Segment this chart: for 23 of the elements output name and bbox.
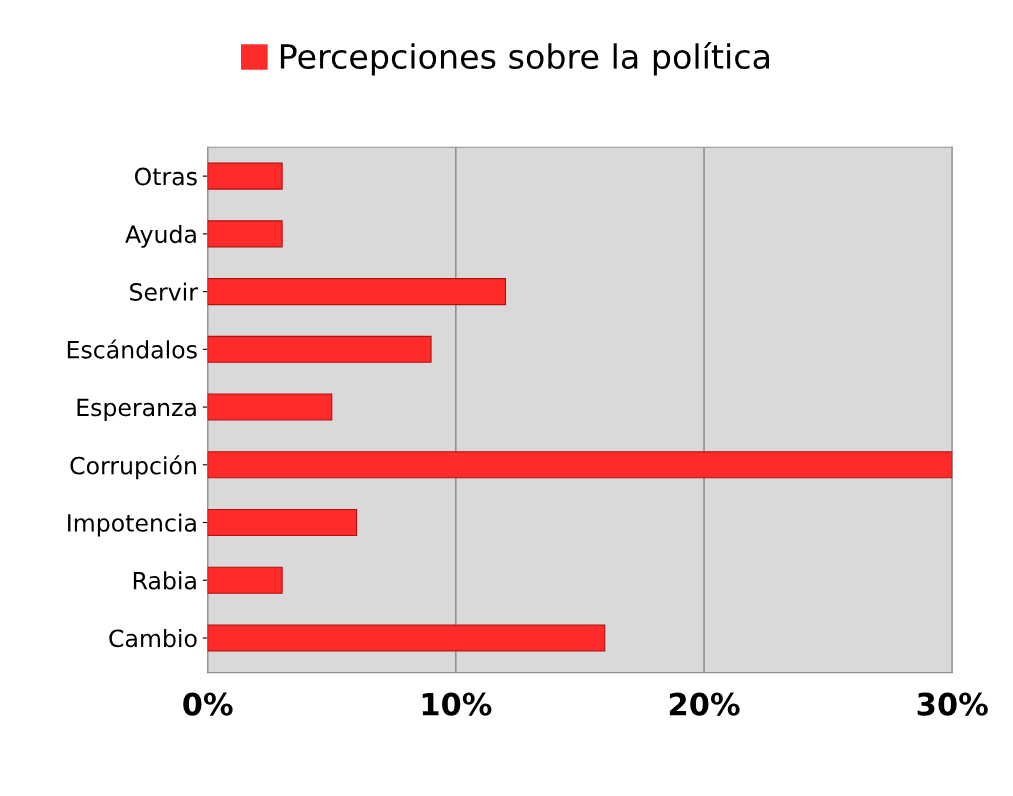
bar — [207, 451, 953, 479]
y-tick-label: Cambio — [109, 629, 197, 648]
x-tick-label: 0% — [183, 692, 233, 716]
bar — [207, 162, 283, 190]
y-tick-label: Esperanza — [77, 398, 196, 421]
y-tick-label: Rabia — [133, 571, 196, 590]
bar — [207, 220, 283, 248]
bar — [207, 335, 432, 363]
bar — [207, 393, 333, 421]
x-tick-label: 10% — [422, 692, 492, 716]
bar — [207, 624, 606, 652]
bar — [207, 278, 507, 306]
bar — [207, 566, 283, 594]
y-tick-label: Corrupción — [70, 455, 196, 480]
y-tick-label: Impotencia — [68, 513, 196, 537]
bar — [207, 508, 358, 537]
x-tick-label: 30% — [917, 692, 988, 716]
y-tick-label: Otras — [134, 167, 197, 186]
legend-label: Percepciones sobre la política — [280, 41, 769, 76]
y-tick-label: Servir — [130, 282, 198, 301]
y-tick-label: Escándalos — [67, 339, 197, 359]
y-tick-label: Ayuda — [125, 224, 196, 248]
x-tick-label: 20% — [669, 692, 740, 716]
